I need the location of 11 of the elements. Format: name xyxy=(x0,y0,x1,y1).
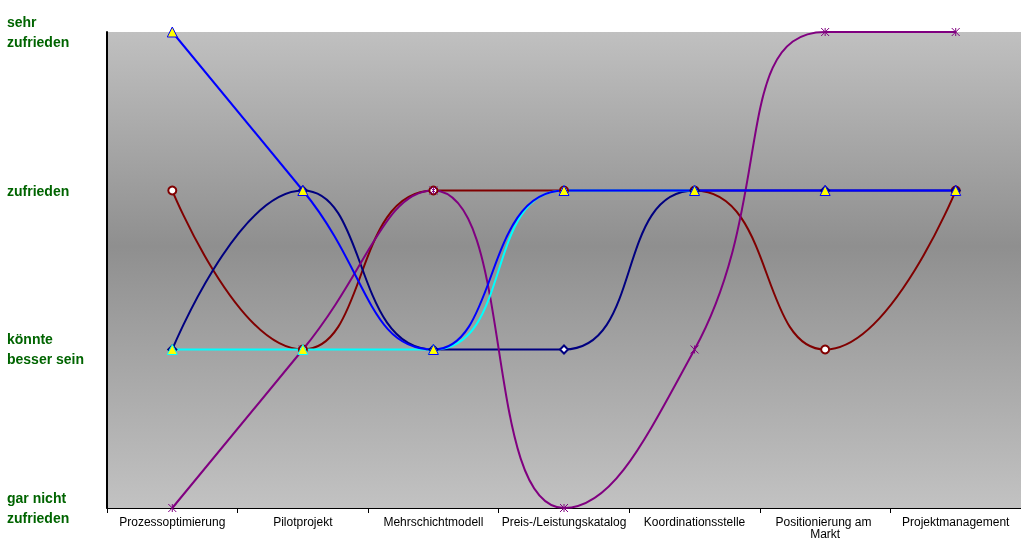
x-tick-label: Pilotprojekt xyxy=(273,515,334,529)
x-tick-label: Preis-/Leistungskatalog xyxy=(501,515,627,529)
x-tick-label: Koordinationsstelle xyxy=(643,515,746,529)
category-label: zufrieden xyxy=(7,182,70,199)
category-label: sehr zufrieden xyxy=(7,14,70,50)
x-tick-label: Projektmanagement xyxy=(902,515,1011,529)
x-tick-label: Positionierung am Markt xyxy=(775,515,875,541)
category-label: gar nicht zufrieden xyxy=(7,490,70,526)
x-tick-label: Prozessoptimierung xyxy=(119,515,226,529)
category-label: könnte besser sein xyxy=(7,331,85,368)
x-tick-label: Mehrschichtmodell xyxy=(383,515,484,529)
